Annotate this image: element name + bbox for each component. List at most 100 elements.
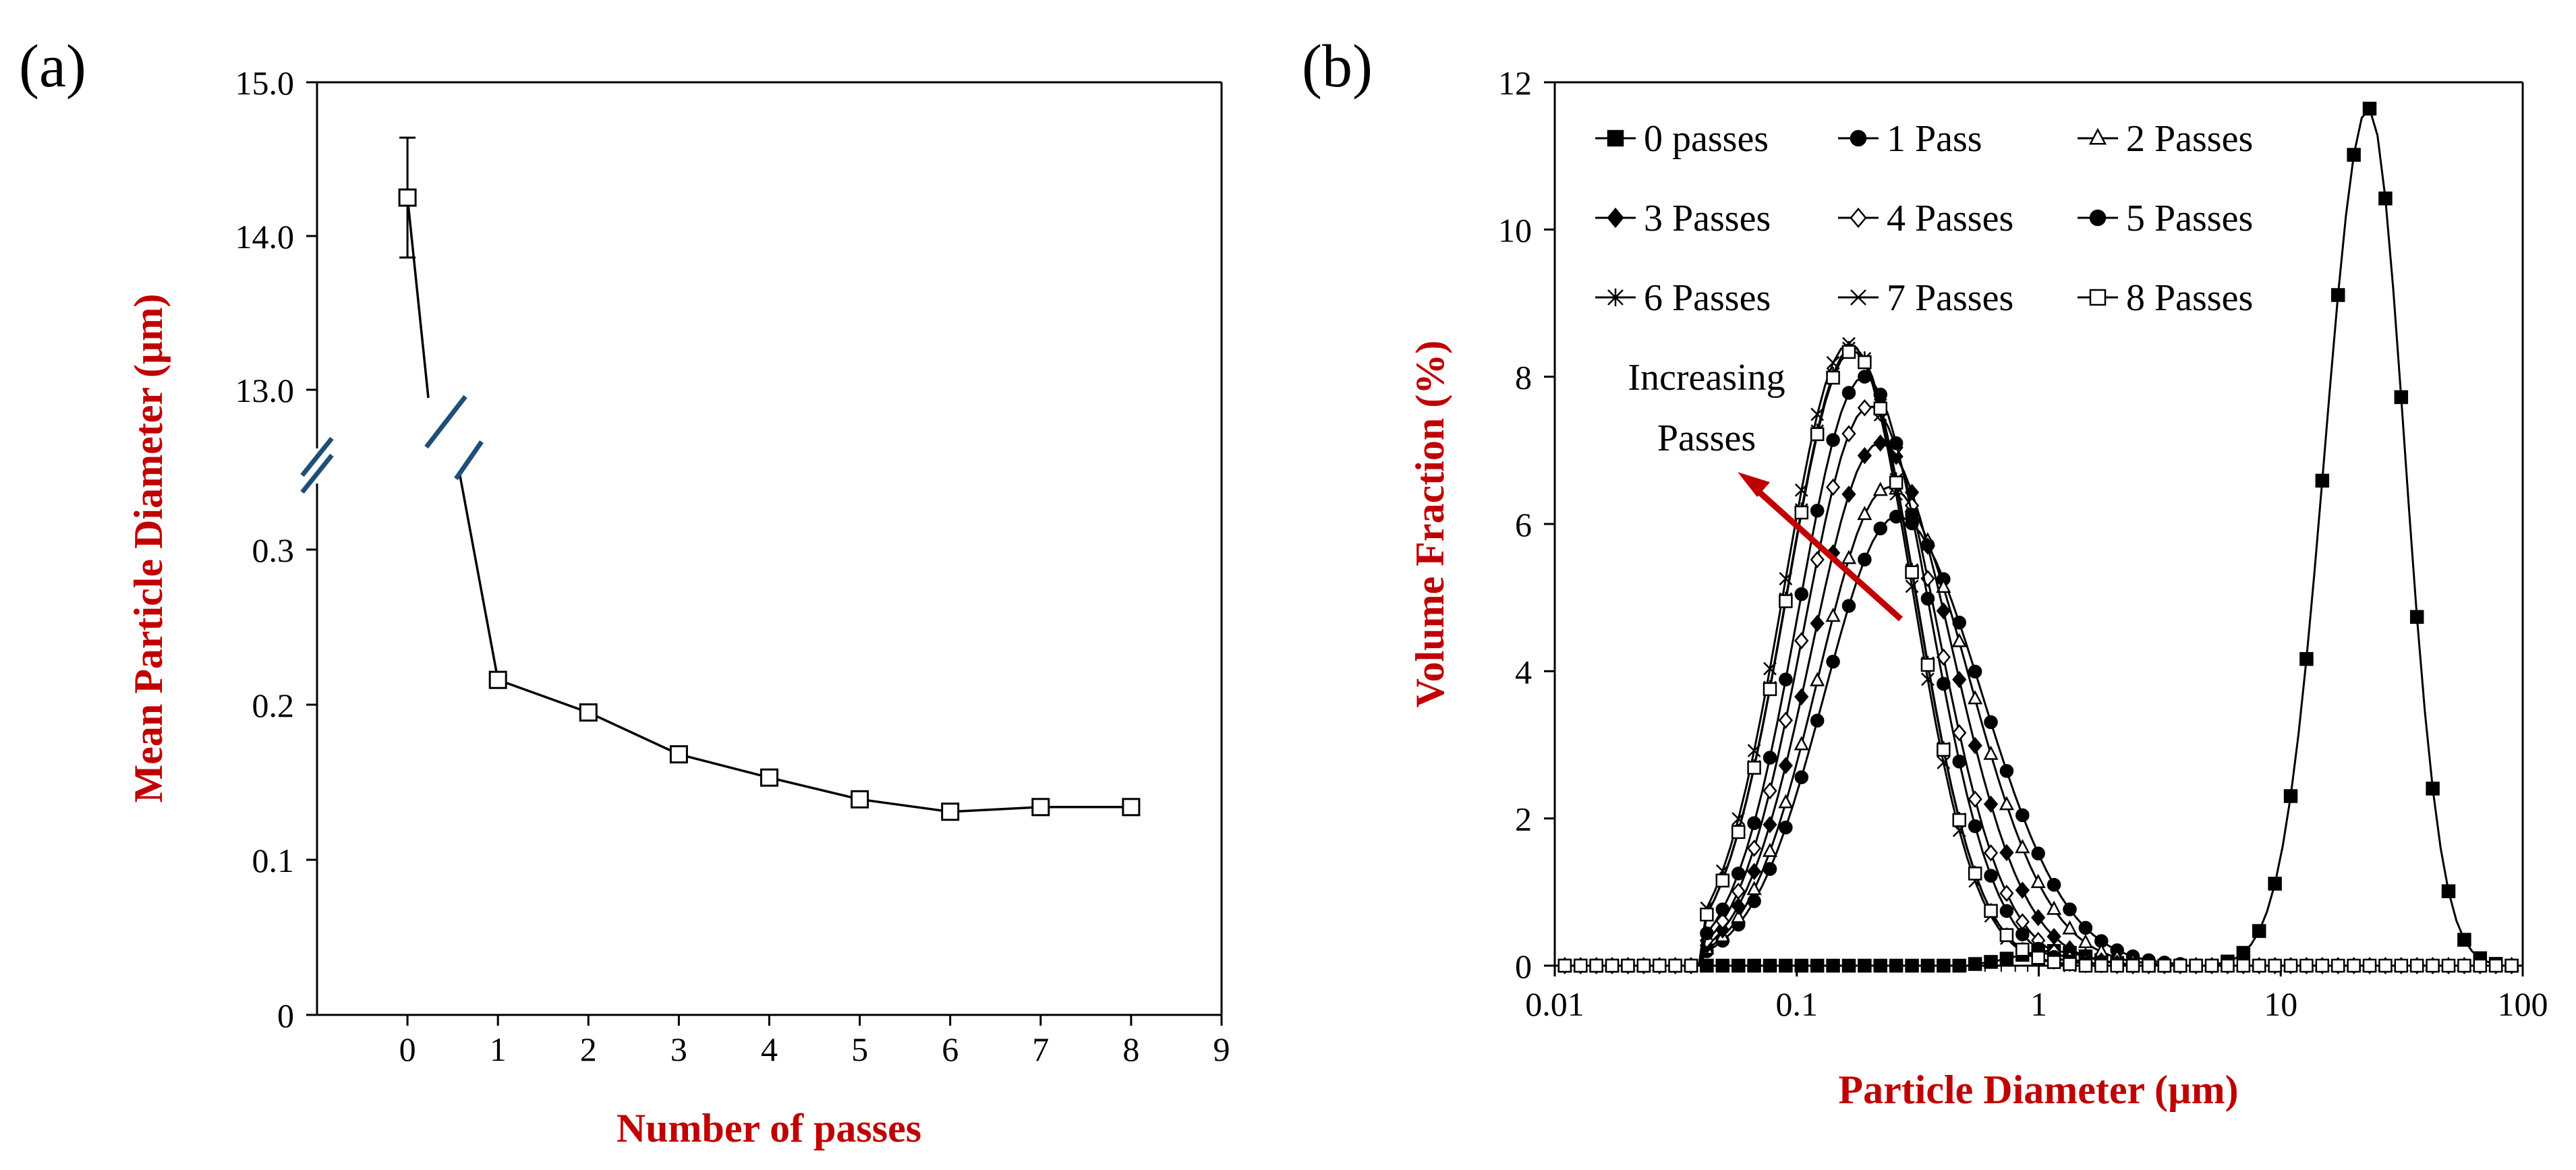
marker-open-triangle xyxy=(1762,842,1778,857)
increasing-passes-arrow-shaft xyxy=(1754,487,1904,622)
panel-a-point xyxy=(941,802,960,821)
marker-open-triangle xyxy=(1951,633,1967,647)
marker-open-square xyxy=(2142,958,2156,973)
marker-filled-square xyxy=(2347,148,2361,162)
legend-label: 6 Passes xyxy=(1644,277,1771,319)
marker-open-square xyxy=(1873,401,1888,415)
panel-a-y-tick-label: 0.1 xyxy=(252,842,295,879)
marker-filled-circle xyxy=(1858,552,1872,567)
marker-open-square xyxy=(1668,958,1682,973)
marker-filled-circle xyxy=(1850,129,1867,147)
panel-a-x-tick-label: 3 xyxy=(670,1030,687,1068)
marker-filled-circle xyxy=(1968,664,1982,679)
marker-filled-circle xyxy=(2089,209,2107,227)
panel-b-y-tick-label: 0 xyxy=(1515,947,1532,985)
series-3-passes xyxy=(1557,434,2519,974)
legend-label: 3 Passes xyxy=(1644,198,1771,239)
panel-a-point xyxy=(851,790,869,809)
marker-filled-circle xyxy=(1841,386,1856,400)
series-line xyxy=(1564,515,2512,967)
marker-open-square xyxy=(2426,958,2440,973)
panel-a-point xyxy=(669,745,688,764)
marker-filled-circle xyxy=(1920,591,1935,606)
marker-filled-square xyxy=(1968,957,1982,971)
marker-open-square xyxy=(2299,958,2314,973)
marker-open-triangle xyxy=(2015,839,2030,854)
marker-filled-circle xyxy=(1968,819,1982,833)
marker-filled-circle xyxy=(1826,433,1840,447)
marker-filled-square xyxy=(1826,958,1840,973)
marker-open-square xyxy=(2236,958,2251,973)
marker-filled-square xyxy=(2441,884,2456,898)
marker-open-square xyxy=(1999,928,2014,942)
marker-open-square xyxy=(2457,958,2471,973)
axis-break-slash-upper xyxy=(300,453,334,494)
marker-open-square xyxy=(1937,742,1951,757)
marker-open-square xyxy=(2094,958,2109,973)
marker-filled-circle xyxy=(1999,904,2014,918)
marker-filled-diamond xyxy=(1778,757,1794,775)
marker-filled-circle xyxy=(1937,676,1951,691)
marker-open-diamond xyxy=(1968,790,1982,808)
marker-open-square xyxy=(1700,907,1714,922)
panel-b-y-tick-label: 12 xyxy=(1498,64,1532,102)
marker-open-square xyxy=(2362,958,2377,973)
marker-open-square xyxy=(1841,345,1856,359)
marker-open-triangle xyxy=(1778,794,1794,809)
marker-open-square xyxy=(1826,370,1840,385)
marker-open-square xyxy=(2409,958,2424,973)
marker-open-square xyxy=(2063,957,2077,971)
panel-a-y-tick-label: 0.3 xyxy=(252,531,295,569)
marker-open-square xyxy=(1589,958,1603,973)
marker-cross xyxy=(1850,289,1866,305)
panel-b-ticks: 0.01 0.1 1 10 100 0 2 4 6 8 10 12 xyxy=(1498,64,2548,1023)
panel-b: (b) 0.01 0.1 1 10 100 0 2 4 6 8 10 12 0 passes 1 Pas… xyxy=(1302,33,2548,1112)
legend-entry: 1 Pass xyxy=(1838,118,1982,160)
panel-a-x-tick-label: 2 xyxy=(580,1030,597,1068)
marker-filled-circle xyxy=(2047,877,2061,892)
marker-filled-circle xyxy=(1984,869,1998,883)
marker-open-square xyxy=(1952,813,1966,827)
marker-open-square xyxy=(2157,958,2172,973)
panel-a: (a) 0 1 2 3 4 5 6 7 8 9 0 0.1 0.2 0.3 13.0 14.0 15.0 Num… xyxy=(19,33,1230,1150)
panel-a-y-tick-label: 0 xyxy=(277,997,294,1034)
marker-filled-diamond xyxy=(1873,434,1888,452)
marker-open-square xyxy=(2047,955,2061,969)
marker-filled-circle xyxy=(1763,751,1777,765)
marker-filled-diamond xyxy=(1794,688,1809,705)
marker-open-square xyxy=(2089,289,2107,306)
marker-open-square xyxy=(1652,958,1667,973)
marker-filled-circle xyxy=(2078,920,2093,935)
marker-open-triangle xyxy=(1872,481,1888,496)
panel-a-x-tick-label: 6 xyxy=(942,1030,958,1068)
marker-open-square xyxy=(2189,958,2203,973)
marker-filled-circle xyxy=(2063,902,2077,916)
marker-open-triangle xyxy=(2062,920,2078,935)
legend-entry: 2 Passes xyxy=(2078,118,2253,160)
marker-open-square xyxy=(1968,867,1982,881)
panel-a-x-tick-label: 1 xyxy=(490,1030,507,1068)
marker-filled-square xyxy=(2394,390,2409,405)
legend-entry: 8 Passes xyxy=(2078,277,2253,319)
series-8-passes xyxy=(1557,345,2519,973)
panel-b-label: (b) xyxy=(1302,33,1373,100)
marker-filled-square xyxy=(1889,958,1904,973)
panel-b-y-tick-label: 6 xyxy=(1515,506,1532,544)
axis-break-slash-lower xyxy=(300,436,334,477)
marker-open-triangle xyxy=(1810,672,1825,686)
marker-filled-square xyxy=(2457,933,2471,947)
panel-b-y-axis-title: Volume Fraction (%) xyxy=(1408,341,1452,707)
panel-a-x-tick-label: 0 xyxy=(399,1030,416,1068)
marker-open-square xyxy=(2473,958,2488,973)
marker-open-triangle xyxy=(2030,873,2046,888)
panel-a-x-tick-label: 7 xyxy=(1032,1030,1049,1068)
marker-open-square xyxy=(2283,958,2298,973)
legend-label: 5 Passes xyxy=(2126,198,2253,239)
marker-filled-circle xyxy=(1779,672,1793,686)
line-break-slash-left xyxy=(424,394,467,449)
marker-open-diamond xyxy=(1763,782,1777,800)
marker-filled-diamond xyxy=(1999,844,2014,862)
annotation-line-2: Passes xyxy=(1657,417,1756,459)
marker-filled-square xyxy=(2426,782,2440,796)
marker-filled-diamond xyxy=(1746,862,1762,881)
